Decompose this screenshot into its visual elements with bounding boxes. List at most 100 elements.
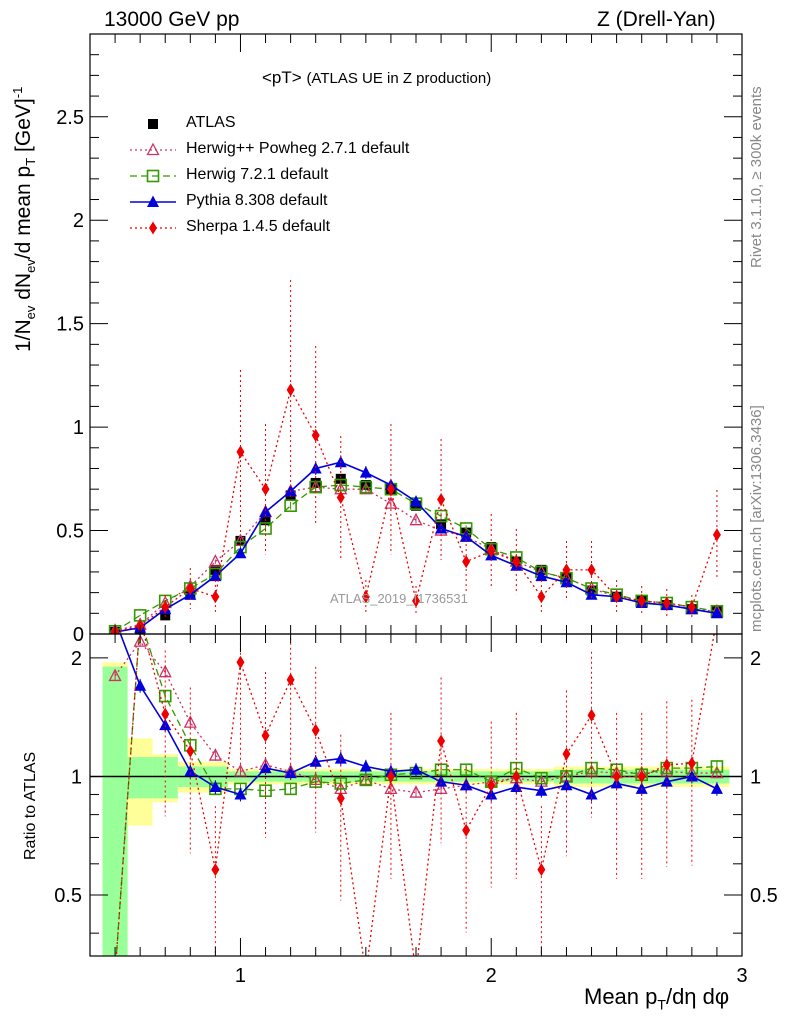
ratio-y-tick-label-right: 1 (750, 766, 761, 788)
legend-label-herwig7: Herwig 7.2.1 default (186, 166, 329, 183)
ratio-y-tick-label-right: 2 (750, 648, 761, 670)
main-panel-plot (108, 280, 724, 634)
point-sherpa (261, 482, 270, 496)
x-tick-label: 3 (736, 965, 747, 987)
ratio-point-sherpa (186, 744, 195, 758)
point-pythia (585, 588, 598, 600)
point-pythia (234, 546, 247, 559)
ratio-point-sherpa (587, 708, 596, 722)
point-sherpa (361, 590, 370, 604)
ratio-point-pythia (284, 766, 297, 779)
point-sherpa (612, 590, 621, 604)
y-axis-label-unit: [GeV] (12, 98, 35, 158)
ratio-point-sherpa (537, 863, 546, 877)
point-sherpa (412, 594, 420, 608)
x-axis-label-sub: T (657, 996, 666, 1013)
y-axis-label-sup: -1 (10, 86, 25, 99)
point-pythia (460, 530, 473, 542)
y-axis-label-mid: dN (12, 272, 35, 306)
point-sherpa (487, 544, 496, 558)
ratio-point-sherpa (512, 769, 521, 783)
y-tick-label: 1.5 (56, 314, 84, 336)
ratio-point-sherpa (687, 756, 696, 770)
ratio-point-sherpa (562, 747, 571, 761)
ratio-point-sherpa (336, 791, 345, 805)
y-axis-label: 1/Nev dNev/d mean pT [GeV]-1 (10, 87, 38, 352)
ratio-point-herwig7 (459, 763, 473, 777)
y-axis-label-sub: T (23, 157, 39, 166)
ratio-point-pythia (535, 784, 548, 796)
ratio-y-tick-label: 0.5 (54, 885, 82, 907)
ratio-point-sherpa (612, 769, 621, 783)
ratio-point-herwigpp (133, 634, 147, 647)
ratio-point-herwig7 (710, 760, 724, 773)
ratio-point-herwigpp (584, 763, 599, 777)
ratio-point-pythia (460, 778, 473, 791)
point-pythia (259, 505, 272, 517)
ratio-point-pythia (710, 782, 723, 794)
legend-marker-herwigpp (146, 142, 160, 156)
plot-title-main: <pT> (262, 68, 302, 87)
ratio-point-pythia (485, 787, 498, 800)
point-sherpa (336, 490, 345, 504)
point-sherpa (587, 563, 596, 577)
mcplots-label: mcplots.cern.ch [arXiv:1306.3436] (748, 405, 765, 632)
legend-label-sherpa: Sherpa 1.4.5 default (186, 218, 331, 235)
ratio-point-pythia (510, 780, 523, 793)
point-sherpa (186, 581, 195, 595)
ratio-point-herwig7 (259, 784, 272, 798)
ratio-point-herwigpp (409, 785, 423, 798)
point-sherpa (437, 493, 446, 507)
point-herwig7 (359, 480, 373, 494)
legend-marker-atlas (148, 119, 158, 129)
point-pythia (435, 521, 448, 534)
legend-label-atlas: ATLAS (186, 114, 236, 131)
point-herwig7 (259, 522, 272, 535)
legend-label-pythia: Pythia 8.308 default (186, 192, 328, 209)
point-sherpa (712, 528, 721, 542)
point-sherpa (662, 596, 671, 610)
point-pythia (535, 569, 548, 582)
ratio-point-pythia (660, 775, 673, 787)
ratio-point-sherpa (161, 707, 170, 721)
ratio-point-herwig7 (284, 782, 297, 796)
ratio-band-inner (102, 666, 128, 956)
ratio-point-pythia (359, 759, 372, 772)
ratio-point-sherpa (437, 734, 446, 748)
point-herwig7 (334, 478, 348, 492)
point-sherpa (161, 600, 170, 614)
ratio-point-sherpa (261, 729, 270, 743)
x-axis-label-main: Mean p (584, 984, 658, 1009)
legend-marker-herwig7 (146, 169, 160, 183)
point-sherpa (637, 594, 646, 608)
x-tick-label: 2 (486, 965, 497, 987)
process-label: Z (Drell-Yan) (597, 8, 716, 31)
ratio-point-pythia (435, 775, 448, 787)
ratio-point-herwigpp (233, 763, 248, 777)
y-axis-label-tail: /d mean p (12, 165, 35, 260)
y-tick-label: 2 (73, 210, 84, 232)
x-axis-label: Mean pT/dη dφ (584, 984, 729, 1012)
ratio-point-herwig7 (535, 771, 548, 785)
point-sherpa (236, 445, 245, 459)
ratio-point-sherpa (311, 723, 320, 737)
rivet-label: Rivet 3.1.10, ≥ 300k events (748, 86, 765, 268)
legend-label-herwigpp: Herwig++ Powheg 2.7.1 default (186, 140, 410, 157)
point-pythia (209, 569, 222, 582)
ratio-point-pythia (134, 679, 147, 691)
point-sherpa (386, 482, 395, 496)
plot-title-sub: (ATLAS UE in Z production) (306, 70, 492, 87)
ratio-point-pythia (184, 764, 197, 777)
point-sherpa (562, 563, 571, 577)
x-axis-label-tail: /dη dφ (665, 984, 730, 1009)
point-pythia (359, 466, 372, 478)
ratio-y-tick-label-right: 0.5 (750, 885, 778, 907)
x-tick-label: 1 (235, 965, 246, 987)
ratio-y-tick-label: 2 (71, 648, 82, 670)
ratio-point-herwig7 (334, 777, 348, 790)
analysis-watermark: ATLAS_2019_I1736531 (330, 591, 468, 606)
point-sherpa (537, 590, 546, 604)
point-herwigpp (359, 481, 373, 495)
point-herwig7 (284, 499, 297, 513)
